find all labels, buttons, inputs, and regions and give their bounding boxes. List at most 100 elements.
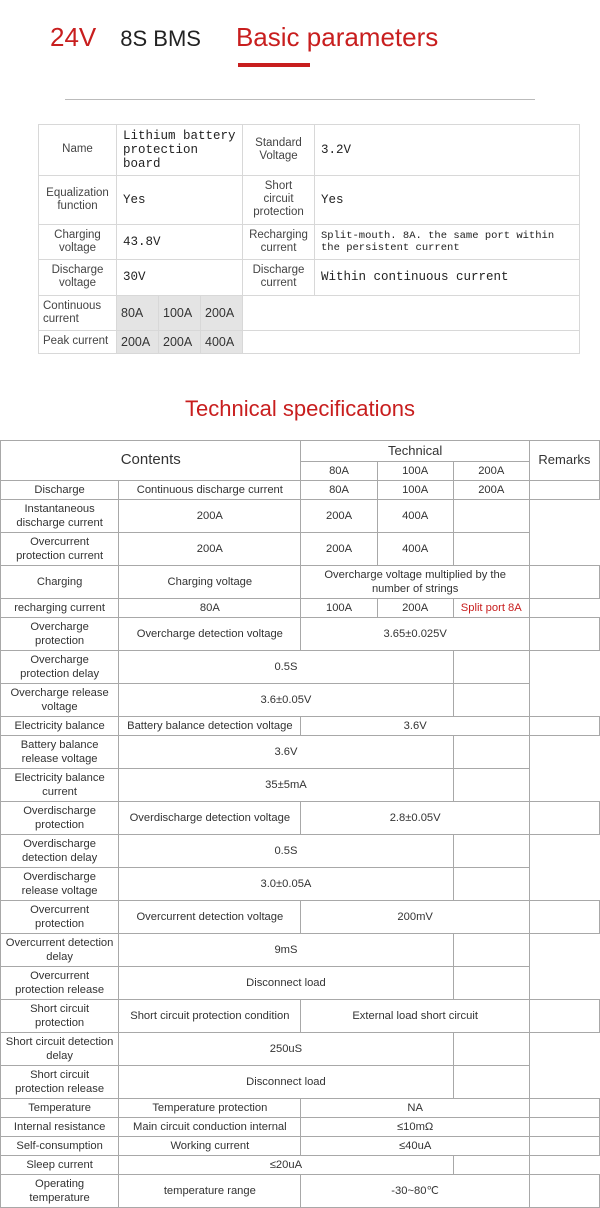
value-cell: 9mS <box>119 934 454 967</box>
remarks-cell <box>529 802 599 835</box>
value-cell: 250uS <box>119 1033 454 1066</box>
value-cell: 3.6V <box>119 736 454 769</box>
remarks-cell <box>529 1137 599 1156</box>
remarks-cell <box>453 835 529 868</box>
content-cell: Overcharge protection delay <box>1 651 119 684</box>
remarks-header: Remarks <box>529 440 599 480</box>
value-cell: External load short circuit <box>301 1000 529 1033</box>
bp-eq-val: Yes <box>117 176 243 225</box>
value-cell: Overcharge voltage multiplied by the num… <box>301 566 529 599</box>
content-cell: Working current <box>119 1137 301 1156</box>
value-cell: ≤40uA <box>301 1137 529 1156</box>
remarks-cell <box>529 1118 599 1137</box>
remarks-cell <box>453 651 529 684</box>
remarks-cell <box>529 618 599 651</box>
basic-parameters: Name Lithium battery protection board St… <box>20 124 580 354</box>
value-cell: 35±5mA <box>119 769 454 802</box>
bp-dv-lbl: Discharge voltage <box>39 260 117 295</box>
bp-dc-val: Within continuous current <box>315 260 580 295</box>
value-cell: 3.0±0.05A <box>119 868 454 901</box>
value-cell: ≤10mΩ <box>301 1118 529 1137</box>
value-cell: 3.6V <box>301 717 529 736</box>
bp-rc-lbl: Recharging current <box>243 224 315 259</box>
value-cell: 400A <box>377 500 453 533</box>
col-80a: 80A <box>301 462 377 481</box>
category-cell: Internal resistance <box>1 1118 119 1137</box>
remarks-cell <box>453 934 529 967</box>
remarks-cell <box>453 868 529 901</box>
remarks-cell <box>453 500 529 533</box>
header: 24V 8S BMS Basic parameters <box>0 0 600 61</box>
category-cell: Self-consumption <box>1 1137 119 1156</box>
bp-cv-val: 43.8V <box>117 224 243 259</box>
contents-header: Contents <box>1 440 301 480</box>
value-cell: ≤20uA <box>119 1156 454 1175</box>
value-cell: 2.8±0.05V <box>301 802 529 835</box>
value-cell: Disconnect load <box>119 1066 454 1099</box>
value-cell: 200A <box>301 533 377 566</box>
value-cell: 200A <box>119 533 301 566</box>
bp-dc-lbl: Discharge current <box>243 260 315 295</box>
content-cell: Overcurrent detection delay <box>1 934 119 967</box>
remarks-cell <box>453 1066 529 1099</box>
bp-name-lbl: Name <box>39 125 117 176</box>
category-cell: Overdischarge protection <box>1 802 119 835</box>
remarks-cell: Split port 8A <box>453 599 529 618</box>
value-cell: 3.6±0.05V <box>119 684 454 717</box>
content-cell: Continuous discharge current <box>119 481 301 500</box>
content-cell: recharging current <box>1 599 119 618</box>
content-cell: Main circuit conduction internal <box>119 1118 301 1137</box>
value-cell: 80A <box>119 599 301 618</box>
content-cell: Electricity balance current <box>1 769 119 802</box>
remarks-cell <box>453 967 529 1000</box>
value-cell: 200mV <box>301 901 529 934</box>
value-cell: 3.65±0.025V <box>301 618 529 651</box>
remarks-cell <box>529 566 599 599</box>
col-200a: 200A <box>453 462 529 481</box>
bp-cv-lbl: Charging voltage <box>39 224 117 259</box>
value-cell: 200A <box>119 500 301 533</box>
header-model: 8S BMS <box>120 26 201 52</box>
bp-cc-0: 80A <box>117 295 159 330</box>
category-cell: Electricity balance <box>1 717 119 736</box>
bp-pc-1: 200A <box>159 330 201 353</box>
bp-eq-lbl: Equalization function <box>39 176 117 225</box>
category-cell: Charging <box>1 566 119 599</box>
content-cell: Temperature protection <box>119 1099 301 1118</box>
content-cell: Overdischarge detection delay <box>1 835 119 868</box>
bp-dv-val: 30V <box>117 260 243 295</box>
bp-cc-2: 200A <box>201 295 243 330</box>
bp-stdv-val: 3.2V <box>315 125 580 176</box>
content-cell: Battery balance detection voltage <box>119 717 301 736</box>
remarks-cell <box>529 901 599 934</box>
bp-rc-val: Split-mouth. 8A. the same port within th… <box>315 224 580 259</box>
category-cell: Overcharge protection <box>1 618 119 651</box>
tech-table: Contents Technical Remarks 80A 100A 200A… <box>0 440 600 1208</box>
remarks-cell <box>529 717 599 736</box>
value-cell: -30~80℃ <box>301 1175 529 1208</box>
value-cell: 0.5S <box>119 835 454 868</box>
content-cell: Overcurrent detection voltage <box>119 901 301 934</box>
content-cell: Instantaneous discharge current <box>1 500 119 533</box>
content-cell: Battery balance release voltage <box>1 736 119 769</box>
value-cell: 100A <box>377 481 453 500</box>
value-cell: 200A <box>301 500 377 533</box>
category-cell: Discharge <box>1 481 119 500</box>
bp-sc-lbl: Short circuit protection <box>243 176 315 225</box>
category-cell: Temperature <box>1 1099 119 1118</box>
remarks-cell <box>529 481 599 500</box>
content-cell: Overdischarge detection voltage <box>119 802 301 835</box>
remarks-cell <box>453 684 529 717</box>
content-cell: Overcharge detection voltage <box>119 618 301 651</box>
content-cell: temperature range <box>119 1175 301 1208</box>
header-underline <box>238 63 310 67</box>
remarks-cell <box>453 1156 529 1175</box>
content-cell: Overcurrent protection release <box>1 967 119 1000</box>
bp-pc-0: 200A <box>117 330 159 353</box>
content-cell: Short circuit detection delay <box>1 1033 119 1066</box>
content-cell: Overcurrent protection current <box>1 533 119 566</box>
header-voltage: 24V <box>50 22 96 53</box>
remarks-cell <box>529 1175 599 1208</box>
value-cell: 200A <box>453 481 529 500</box>
bp-cc-lbl: Continuous current <box>39 295 117 330</box>
